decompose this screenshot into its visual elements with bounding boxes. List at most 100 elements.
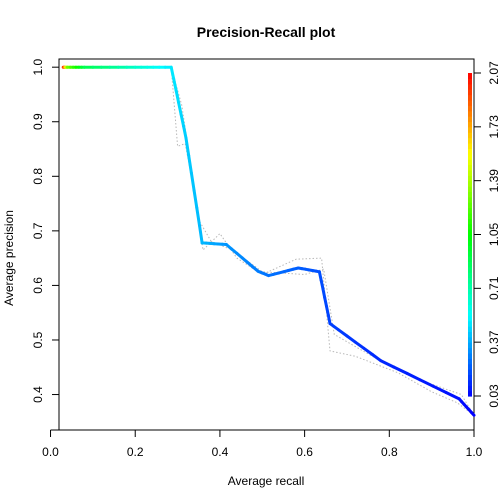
color-key-band: [468, 180, 472, 187]
color-key-label: 1.05: [487, 222, 501, 246]
spread-line: [170, 67, 475, 416]
curve-segment: [444, 391, 461, 401]
color-key-band: [468, 256, 472, 263]
curve-segment: [405, 371, 422, 382]
curve-segment: [182, 124, 188, 140]
curve-segment: [345, 334, 357, 344]
curve-segment: [370, 353, 383, 363]
spread-lines: [170, 67, 475, 416]
color-key-band: [468, 73, 472, 79]
color-key-band: [468, 379, 472, 386]
color-key-band: [468, 94, 472, 101]
color-key-band: [468, 261, 472, 268]
color-key-band: [468, 207, 472, 214]
curve-segment: [392, 365, 409, 375]
color-key-band: [468, 342, 472, 349]
color-key-band: [468, 89, 472, 96]
color-key-band: [468, 83, 472, 90]
curve-segment: [198, 223, 204, 245]
color-key-band: [468, 266, 472, 273]
curve-segment: [362, 346, 374, 356]
color-key-band: [468, 245, 472, 252]
color-key-band: [468, 347, 472, 354]
curve-segment: [184, 136, 191, 158]
chart-title: Precision-Recall plot: [197, 24, 336, 40]
y-axis-label: Average precision: [2, 210, 16, 306]
color-key-band: [468, 272, 472, 279]
curve-segment: [177, 101, 183, 116]
curve-segment: [337, 328, 349, 338]
color-key-label: 1.73: [487, 115, 501, 139]
color-key-band: [468, 331, 472, 338]
curve-segment: [431, 384, 448, 394]
color-key-band: [468, 186, 472, 193]
y-tick-label: 0.9: [31, 113, 45, 130]
color-key-band: [468, 116, 472, 123]
spread-line: [170, 67, 475, 416]
color-key-band: [468, 212, 472, 219]
curve-segment: [169, 65, 176, 81]
curve-segment: [379, 359, 396, 369]
curve-segment: [174, 89, 181, 105]
color-key-band: [468, 352, 472, 359]
color-key: 0.03 0.37 0.71 1.05 1.39 1.73 2.07: [468, 61, 501, 408]
color-key-label: 1.39: [487, 169, 501, 193]
y-tick-label: 0.5: [31, 331, 45, 348]
color-key-band: [468, 175, 472, 182]
x-tick-label: 1.0: [466, 445, 483, 459]
color-key-band: [468, 159, 472, 166]
color-key-band: [468, 105, 472, 112]
color-key-band: [468, 234, 472, 241]
curve-segment: [418, 378, 435, 388]
color-key-label: 0.37: [487, 330, 501, 354]
color-key-band: [468, 229, 472, 236]
y-tick-label: 0.7: [31, 222, 45, 239]
curve-segment: [328, 322, 340, 332]
color-key-band: [468, 282, 472, 289]
color-key-band: [468, 191, 472, 198]
curve-segment: [192, 189, 199, 210]
color-key-band: [468, 137, 472, 144]
color-key-band: [468, 142, 472, 149]
curve-segment: [172, 77, 178, 93]
color-key-band: [468, 202, 472, 209]
color-key-band: [468, 309, 472, 316]
color-key-band: [468, 148, 472, 155]
y-tick-label: 1.0: [31, 59, 45, 76]
y-tick-label: 0.4: [31, 386, 45, 403]
color-key-band: [468, 126, 472, 133]
color-key-band: [468, 288, 472, 295]
color-key-label: 0.71: [487, 276, 501, 300]
color-key-band: [468, 121, 472, 128]
x-tick-label: 0.8: [381, 445, 398, 459]
x-tick-label: 0.2: [127, 445, 144, 459]
curve-segment: [195, 206, 201, 227]
curve-segment: [353, 340, 366, 350]
color-key-band: [468, 132, 472, 139]
color-key-band: [468, 369, 472, 376]
color-key-band: [468, 78, 472, 85]
color-key-band: [468, 320, 472, 327]
y-axis: 0.4 0.5 0.6 0.7 0.8 0.9 1.0: [31, 59, 60, 403]
color-key-band: [468, 164, 472, 171]
color-key-band: [468, 315, 472, 322]
curve-segment: [179, 113, 186, 128]
color-key-band: [468, 363, 472, 370]
x-tick-label: 0.6: [296, 445, 313, 459]
curve-segment: [470, 411, 476, 417]
x-axis: 0.0 0.2 0.4 0.6 0.8 1.0: [42, 429, 483, 459]
x-tick-label: 0.4: [212, 445, 229, 459]
y-tick-label: 0.6: [31, 277, 45, 294]
curve-segment: [187, 154, 193, 175]
color-key-band: [468, 336, 472, 343]
color-key-band: [468, 374, 472, 381]
color-key-band: [468, 293, 472, 300]
x-tick-label: 0.0: [42, 445, 59, 459]
color-key-band: [468, 218, 472, 225]
color-key-band: [468, 169, 472, 176]
x-axis-label: Average recall: [228, 474, 305, 488]
color-key-band: [468, 299, 472, 306]
color-key-band: [468, 326, 472, 332]
color-key-band: [468, 358, 472, 365]
